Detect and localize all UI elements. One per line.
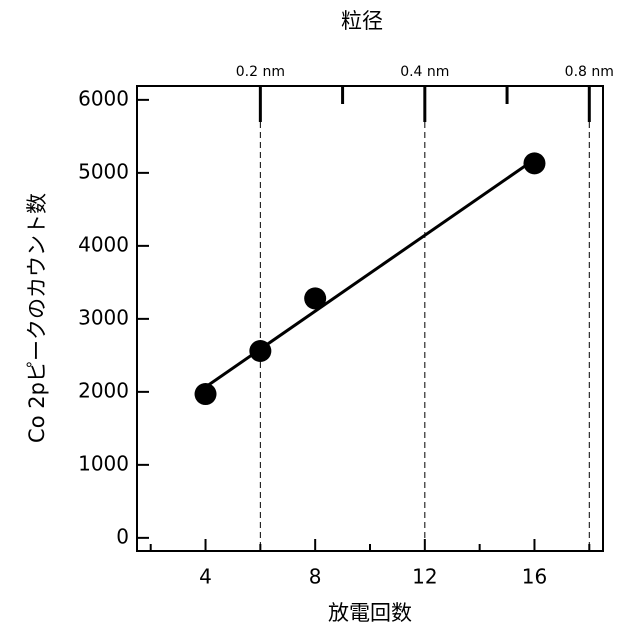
y-tick-label: 3000 (78, 305, 129, 329)
x2-tick-label: 0.4 nm (400, 64, 449, 80)
y-tick-label: 0 (116, 524, 129, 548)
x-axis-label: 放電回数 (328, 601, 412, 625)
data-point (249, 340, 271, 362)
x-tick-label: 8 (309, 565, 322, 589)
page: {"chart_data": {"type": "scatter", "xlab… (0, 0, 640, 640)
y-axis-label: Co 2pピークのカウント数 (25, 193, 49, 443)
y-tick-label: 6000 (78, 86, 129, 110)
y-tick-label: 5000 (78, 159, 129, 183)
data-point (304, 287, 326, 309)
y-tick-label: 4000 (78, 232, 129, 256)
x2-axis-label: 粒径 (341, 9, 383, 33)
x2-tick-label: 0.8 nm (565, 64, 614, 80)
x-tick-label: 16 (522, 565, 547, 589)
chart: 放電回数 粒径 Co 2pピークのカウント数 0 1000 2000 3000 4000… (0, 0, 640, 640)
data-point (523, 152, 545, 174)
x2-tick-label: 0.2 nm (236, 64, 285, 80)
data-point (195, 383, 217, 405)
x-tick-label: 4 (199, 565, 212, 589)
y-tick-label: 2000 (78, 378, 129, 402)
x-tick-label: 12 (412, 565, 437, 589)
y-tick-label: 1000 (78, 451, 129, 475)
